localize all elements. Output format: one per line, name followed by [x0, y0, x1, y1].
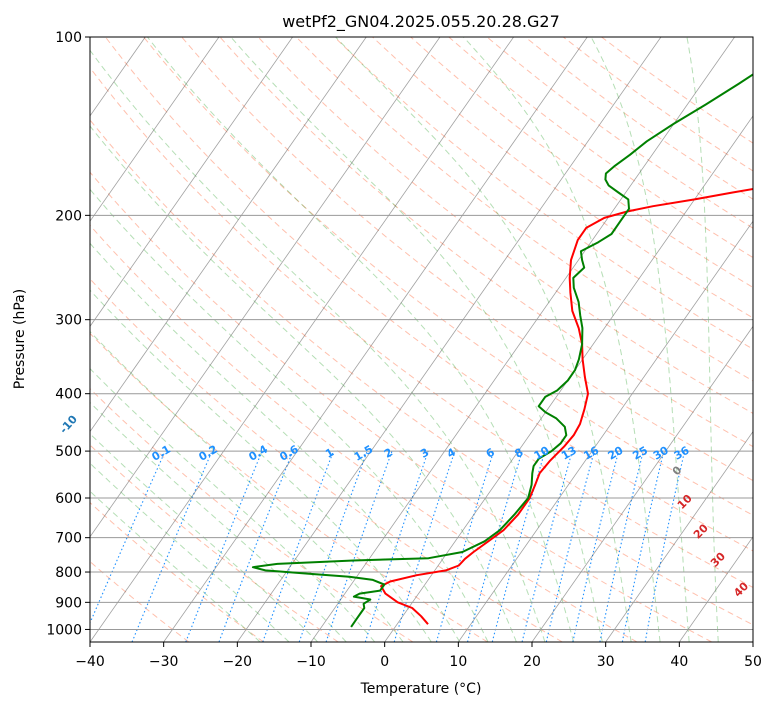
dry-adiabat-line — [105, 37, 753, 552]
moist-adiabat-line — [463, 37, 661, 642]
isotherm-line — [163, 37, 588, 642]
mixing-ratio-line — [364, 450, 429, 642]
isotherm-line — [90, 37, 220, 222]
mixing-ratio-line — [262, 450, 335, 642]
mixing-ratio-line — [131, 450, 213, 642]
moist-adiabat-line — [90, 125, 517, 642]
moist-adiabat-line — [230, 37, 603, 642]
mixing-ratio-line — [90, 450, 166, 625]
dry-adiabat-line — [257, 37, 753, 414]
isotherm-line — [237, 37, 662, 642]
plot-frame — [89, 36, 754, 643]
grid — [90, 37, 753, 642]
x-tick-label: −10 — [296, 654, 326, 670]
moist-adiabat-line — [335, 37, 632, 642]
dry-adiabat-line — [90, 332, 488, 642]
mixing-ratio-line — [298, 450, 368, 642]
moist-adiabat-line — [90, 188, 489, 642]
mixing-ratio-line — [466, 450, 523, 642]
moist-adiabat-line — [90, 490, 261, 642]
isotherm-line — [605, 430, 753, 642]
x-tick-label: 50 — [744, 654, 762, 670]
x-tick-label: 0 — [380, 654, 389, 670]
mixing-ratio-line — [572, 450, 620, 642]
isotherm-line — [458, 220, 753, 642]
y-axis: 1000 900 800 700 600 500 400 300 200 100 — [46, 30, 90, 638]
moist-adiabat-line — [90, 433, 319, 642]
temperature-profile-line — [380, 188, 753, 625]
x-tick-label: 30 — [597, 654, 615, 670]
y-tick-label: 700 — [55, 531, 82, 547]
y-tick-label: 500 — [55, 444, 82, 460]
x-tick-label: 20 — [523, 654, 541, 670]
chart-title: wetPf2_GN04.2025.055.20.28.G27 — [282, 12, 560, 32]
dry-adiabat-line — [219, 37, 753, 448]
moist-adiabat-line — [686, 37, 719, 642]
mixing-ratio-line — [185, 450, 263, 642]
x-axis: −40 −30 −20 −10 0 10 20 30 40 50 — [75, 642, 762, 670]
moist-adiabat-line — [90, 289, 432, 642]
dry-adiabat-line — [90, 119, 753, 626]
y-tick-label: 800 — [55, 565, 82, 581]
x-tick-label: −30 — [149, 654, 179, 670]
moist-adiabat-line — [90, 49, 546, 642]
mixing-ratio-line — [325, 450, 393, 642]
moist-adiabat-line — [90, 462, 290, 642]
y-tick-label: 300 — [55, 313, 82, 329]
dry-adiabat-line — [90, 278, 563, 642]
y-tick-label: 400 — [55, 387, 82, 403]
moist-adiabat-line — [90, 242, 461, 642]
y-tick-label: 100 — [55, 30, 82, 46]
isotherm-line — [90, 37, 367, 433]
x-tick-label: −40 — [75, 654, 105, 670]
y-tick-label: 1000 — [46, 622, 82, 638]
x-axis-title: Temperature (°C) — [360, 681, 482, 697]
profiles — [251, 73, 753, 628]
mixing-ratio-line — [218, 450, 294, 642]
dry-adiabat-line — [90, 224, 638, 642]
isotherm-line — [90, 37, 293, 328]
isotherm-line — [90, 37, 441, 538]
isotherm-line — [384, 115, 753, 642]
mixing-ratio-line — [545, 450, 595, 642]
x-tick-label: −20 — [223, 654, 253, 670]
moist-adiabat-line — [90, 401, 347, 642]
y-axis-title: Pressure (hPa) — [12, 289, 28, 389]
isotherm-line — [310, 37, 735, 642]
dry-adiabat-line — [90, 501, 264, 642]
x-tick-label: 40 — [670, 654, 688, 670]
dry-adiabat-line — [295, 37, 753, 382]
moist-adiabat-line — [590, 37, 690, 642]
x-tick-label: 10 — [449, 654, 467, 670]
y-tick-label: 600 — [55, 491, 82, 507]
dry-adiabat-line — [90, 171, 712, 642]
dry-adiabat-line — [90, 66, 753, 588]
moist-adiabat-line — [147, 37, 575, 642]
isotherm-line — [531, 325, 753, 642]
mixing-ratio-line — [521, 450, 573, 642]
dry-adiabat-line — [143, 37, 753, 516]
isotherm-line — [679, 536, 753, 642]
y-tick-label: 200 — [55, 208, 82, 224]
dry-adiabat-line — [410, 37, 753, 289]
y-tick-label: 900 — [55, 595, 82, 611]
dewpoint-profile-line — [251, 73, 753, 628]
mixing-ratio-line — [599, 450, 644, 642]
isotherm-line — [90, 37, 514, 642]
